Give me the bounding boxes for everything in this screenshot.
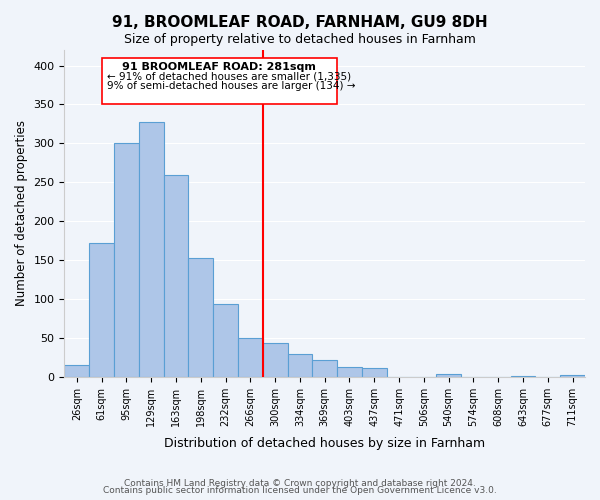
Text: Contains HM Land Registry data © Crown copyright and database right 2024.: Contains HM Land Registry data © Crown c… [124,478,476,488]
Bar [188,258,213,377]
Bar [263,344,287,377]
Bar [114,144,139,377]
FancyBboxPatch shape [101,58,337,104]
Bar [337,368,362,377]
Text: Contains public sector information licensed under the Open Government Licence v3: Contains public sector information licen… [103,486,497,495]
Bar [313,360,337,377]
Y-axis label: Number of detached properties: Number of detached properties [15,120,28,306]
Text: ← 91% of detached houses are smaller (1,335): ← 91% of detached houses are smaller (1,… [107,72,350,82]
Bar [238,338,263,377]
Bar [362,368,386,377]
Text: 91 BROOMLEAF ROAD: 281sqm: 91 BROOMLEAF ROAD: 281sqm [122,62,316,72]
Bar [139,122,164,377]
X-axis label: Distribution of detached houses by size in Farnham: Distribution of detached houses by size … [164,437,485,450]
Bar [287,354,313,377]
Text: 91, BROOMLEAF ROAD, FARNHAM, GU9 8DH: 91, BROOMLEAF ROAD, FARNHAM, GU9 8DH [112,15,488,30]
Bar [511,376,535,377]
Text: Size of property relative to detached houses in Farnham: Size of property relative to detached ho… [124,32,476,46]
Bar [64,365,89,377]
Bar [560,375,585,377]
Bar [89,243,114,377]
Text: 9% of semi-detached houses are larger (134) →: 9% of semi-detached houses are larger (1… [107,81,355,91]
Bar [213,304,238,377]
Bar [436,374,461,377]
Bar [164,176,188,377]
